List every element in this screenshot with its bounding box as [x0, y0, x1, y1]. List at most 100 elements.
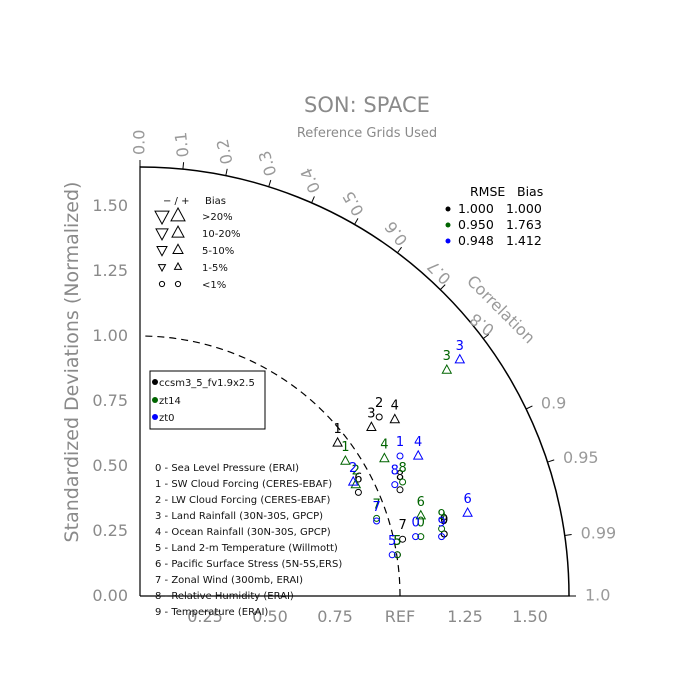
- bias-legend-row: 5-10%: [202, 246, 234, 257]
- correlation-tick-label: 0.5: [339, 188, 368, 220]
- variable-item: 7 - Zonal Wind (300mb, ERAI): [155, 575, 303, 586]
- data-point-label: 8: [398, 461, 406, 476]
- series-name: zt0: [159, 413, 175, 424]
- data-point-marker: [396, 486, 404, 494]
- stat-marker: [445, 238, 451, 244]
- correlation-tick-mark: [482, 333, 490, 340]
- bias-legend-row: 1-5%: [202, 263, 228, 274]
- variable-item: 4 - Ocean Rainfall (30N-30S, GPCP): [155, 527, 331, 538]
- data-point-label: 2: [349, 461, 357, 476]
- series-name: zt14: [159, 396, 181, 407]
- data-point-marker: [415, 509, 427, 520]
- ref-label: REF: [385, 607, 415, 626]
- data-point-label: 4: [391, 399, 399, 414]
- variable-item: 1 - SW Cloud Forcing (CERES-EBAF): [155, 479, 332, 490]
- y-axis-label: Standardized Deviations (Normalized): [61, 182, 83, 543]
- data-point-label: 2: [375, 396, 383, 411]
- stat-marker: [445, 206, 451, 212]
- bias-header: Bias: [517, 184, 543, 199]
- y-tick-label: 0.25: [92, 521, 128, 540]
- data-point-marker: [366, 421, 377, 432]
- data-point-label: 7: [372, 497, 380, 512]
- data-point-marker: [350, 478, 362, 489]
- stat-rmse: 0.950: [458, 217, 494, 232]
- data-point-marker: [399, 478, 407, 486]
- variable-item: 8 - Relative Humidity (ERAI): [155, 591, 294, 602]
- correlation-tick-label: 0.4: [297, 165, 325, 196]
- data-point-marker: [399, 535, 407, 543]
- correlation-tick-mark: [564, 533, 572, 536]
- series-name: ccsm3_5_fv1.9x2.5: [159, 378, 255, 389]
- stat-bias: 1.412: [506, 233, 542, 248]
- bias-legend-row: <1%: [202, 280, 226, 291]
- variable-item: 0 - Sea Level Pressure (ERAI): [155, 463, 299, 474]
- correlation-tick-mark: [396, 246, 403, 254]
- data-point-label: 5: [393, 534, 401, 549]
- x-tick-label: 0.25: [187, 607, 223, 626]
- correlation-tick-label: 0.9: [541, 393, 566, 412]
- data-point-marker: [347, 475, 359, 486]
- data-point-label: 0: [417, 516, 425, 531]
- data-point-label: 0: [411, 516, 419, 531]
- bias-positive-symbol: [170, 206, 186, 222]
- data-point-marker: [354, 488, 362, 496]
- data-point-label: 9: [437, 516, 445, 531]
- data-point-label: 7: [398, 518, 406, 533]
- bias-legend-row: >20%: [202, 212, 233, 223]
- data-point-marker: [393, 551, 401, 559]
- variable-list: 0 - Sea Level Pressure (ERAI) 1 - SW Clo…: [155, 463, 342, 618]
- y-tick-labels: 0.00 0.25 0.50 0.75 1.00 1.25 1.50: [92, 196, 128, 605]
- series-marker: [152, 379, 158, 385]
- correlation-tick-label: 0.99: [581, 523, 617, 542]
- data-point-marker: [373, 517, 381, 525]
- y-tick-label: 0.00: [92, 586, 128, 605]
- bias-negative-symbol: [157, 264, 167, 273]
- data-point-marker: [438, 533, 446, 541]
- correlation-tick-mark: [525, 405, 533, 410]
- bias-positive-symbol: [173, 261, 183, 270]
- data-point-label: 5: [393, 534, 401, 549]
- chart-title: SON: SPACE: [304, 93, 430, 117]
- data-point-label: 6: [463, 492, 471, 507]
- reference-std-arc: [139, 335, 401, 597]
- data-point-marker: [388, 551, 396, 559]
- correlation-tick-label: 0.2: [213, 137, 237, 166]
- correlation-tick-label: 1.0: [585, 586, 610, 605]
- data-point-label: 1: [333, 422, 341, 437]
- variable-item: 3 - Land Rainfall (30N-30S, GPCP): [155, 511, 323, 522]
- data-point-marker: [340, 454, 351, 465]
- data-point-label: 5: [388, 534, 396, 549]
- data-point-marker: [417, 533, 425, 541]
- bias-positive-symbol: [172, 243, 184, 254]
- series-legend: ccsm3_5_fv1.9x2.5 zt14 zt0: [149, 370, 266, 430]
- correlation-tick-label: 0.3: [255, 148, 281, 178]
- data-point-label: 8: [391, 464, 399, 479]
- correlation-tick-mark: [439, 284, 446, 290]
- data-point-label: 6: [354, 471, 362, 486]
- stat-rmse: 0.948: [458, 233, 494, 248]
- data-point-label: 6: [417, 495, 425, 510]
- correlation-tick-mark: [182, 162, 185, 170]
- series-legend-box: [149, 370, 266, 430]
- data-point-marker: [441, 363, 453, 374]
- variable-item: 5 - Land 2-m Temperature (Willmott): [155, 543, 338, 554]
- bias-negative-symbol: [156, 246, 168, 257]
- data-point-label: 7: [372, 500, 380, 515]
- data-point-label: 2: [352, 464, 360, 479]
- variable-item: 2 - LW Cloud Forcing (CERES-EBAF): [155, 495, 331, 506]
- data-point-marker: [412, 533, 420, 541]
- y-tick-label: 1.00: [92, 326, 128, 345]
- bias-positive-symbol: [171, 225, 185, 238]
- x-tick-label: 1.50: [512, 607, 548, 626]
- correlation-tick-mark: [311, 196, 315, 204]
- bias-legend-row: 10-20%: [202, 229, 241, 240]
- bias-legend-symbols: − / +: [163, 196, 189, 207]
- data-point-marker: [389, 413, 401, 424]
- axes: [139, 166, 570, 597]
- y-tick-label: 1.25: [92, 261, 128, 280]
- data-point-marker: [375, 413, 383, 421]
- y-tick-label: 0.75: [92, 391, 128, 410]
- x-tick-label: 0.50: [252, 607, 288, 626]
